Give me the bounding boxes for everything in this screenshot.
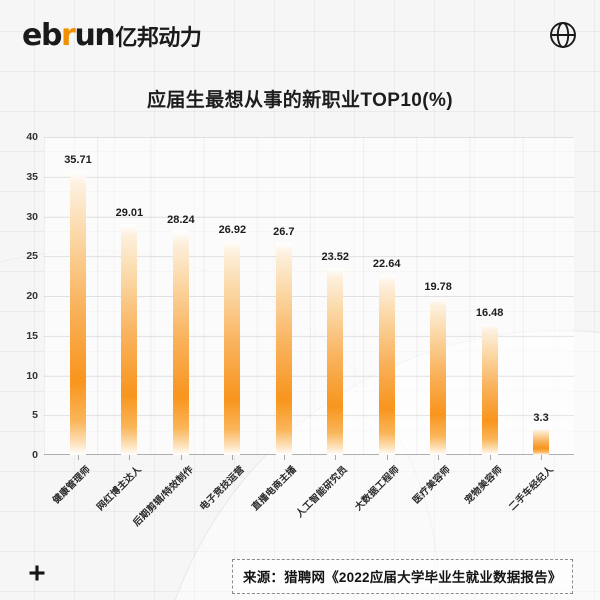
bar-value-label: 26.92	[218, 224, 247, 236]
x-axis-tick	[180, 455, 182, 460]
bar-item[interactable]: 19.78	[415, 137, 461, 455]
header: ebrun 亿邦动力	[0, 0, 600, 72]
bar-item[interactable]: 16.48	[467, 137, 513, 455]
bar[interactable]	[430, 297, 447, 455]
x-axis-tick	[232, 455, 234, 460]
bar-value-label: 3.3	[533, 411, 549, 424]
gridline	[44, 137, 574, 138]
bar-value-label: 19.78	[424, 280, 452, 293]
y-axis-tick-label: 40	[26, 131, 38, 143]
x-axis-tick	[77, 455, 79, 460]
bar[interactable]	[224, 241, 241, 455]
gridline	[44, 216, 574, 218]
bar[interactable]	[327, 268, 344, 455]
bar-value-label: 16.48	[475, 306, 504, 319]
x-axis-category-label: 直播电商主播	[249, 464, 299, 514]
x-axis-tick	[283, 455, 285, 460]
y-axis-tick-label: 35	[26, 170, 38, 183]
bar-value-label: 23.52	[321, 251, 349, 264]
bar-item[interactable]: 35.71	[55, 137, 101, 455]
gridline	[44, 375, 574, 377]
bar-item[interactable]: 29.01	[106, 137, 152, 455]
bar-item[interactable]: 3.3	[518, 137, 564, 455]
bar[interactable]	[481, 323, 498, 455]
x-axis-tick	[129, 455, 131, 460]
bar-value-label: 35.71	[64, 154, 92, 167]
gridline	[44, 256, 574, 258]
bar-chart: 0 5 10 15 20 25 30 35 40 35.71 29.01 28.24 26.92 26.…	[18, 128, 582, 529]
gridline	[44, 176, 574, 178]
bar-item[interactable]: 23.52	[312, 137, 358, 455]
x-axis-tick	[541, 455, 543, 460]
bar[interactable]	[533, 428, 550, 455]
globe-icon	[548, 20, 578, 50]
logo-wordmark-pre: eb	[22, 18, 62, 53]
gridline	[44, 415, 574, 417]
bar[interactable]	[69, 171, 86, 455]
gridline	[44, 335, 574, 337]
bar[interactable]	[121, 224, 138, 455]
gridline	[44, 296, 574, 297]
logo-wordmark: ebrun	[22, 18, 116, 53]
bar[interactable]	[378, 275, 395, 455]
x-axis-category-label: 健康管理师	[50, 464, 93, 507]
y-axis-tick-label: 10	[26, 369, 38, 382]
source-caption: 来源：猎聘网《2022应届大学毕业生就业数据报告》	[232, 559, 573, 594]
bar-item[interactable]: 26.7	[261, 137, 307, 455]
x-axis-category-label: 二手车经纪人	[507, 464, 556, 514]
y-axis-tick-label: 5	[32, 409, 38, 422]
y-axis-tick-label: 15	[26, 329, 38, 342]
x-axis-category-label: 人工智能研究员	[294, 464, 351, 520]
plot-area: 0 5 10 15 20 25 30 35 40 35.71 29.01 28.24 26.92 26.…	[26, 131, 574, 529]
x-axis-tick	[438, 455, 440, 460]
bar-value-label: 28.24	[167, 213, 195, 226]
chart-title: 应届生最想从事的新职业TOP10(%)	[147, 90, 453, 111]
x-axis-category-label: 网红博主达人	[95, 464, 145, 514]
plus-icon	[28, 564, 46, 582]
bar-item[interactable]: 22.64	[364, 137, 410, 455]
y-axis-tick-label: 0	[32, 449, 38, 461]
bar[interactable]	[275, 242, 292, 455]
y-axis-tick-label: 30	[26, 210, 38, 223]
logo-chinese-name: 亿邦动力	[115, 25, 202, 50]
x-axis-category-label: 宠物美容师	[462, 464, 505, 507]
x-axis-tick	[386, 455, 388, 460]
ebrun-logo: ebrun 亿邦动力	[22, 18, 202, 53]
bar-value-label: 22.64	[372, 258, 401, 271]
x-axis-tick	[335, 455, 337, 460]
bar-item[interactable]: 26.92	[209, 137, 255, 455]
logo-wordmark-accent: r	[61, 18, 76, 53]
x-axis-category-label: 医疗美容师	[410, 464, 454, 507]
x-axis-category-label: 电子竞技运营	[198, 464, 248, 514]
bar-value-label: 26.7	[273, 225, 295, 238]
x-axis-category-label: 大数据工程师	[352, 464, 402, 514]
y-axis-tick-label: 20	[26, 290, 38, 302]
x-axis-tick	[489, 455, 491, 460]
x-axis-line	[44, 454, 574, 455]
y-axis-tick-label: 25	[26, 250, 38, 263]
bar-item[interactable]: 28.24	[158, 137, 204, 455]
logo-wordmark-post: un	[74, 18, 115, 53]
bar-value-label: 29.01	[115, 207, 144, 220]
bar[interactable]	[172, 230, 189, 455]
